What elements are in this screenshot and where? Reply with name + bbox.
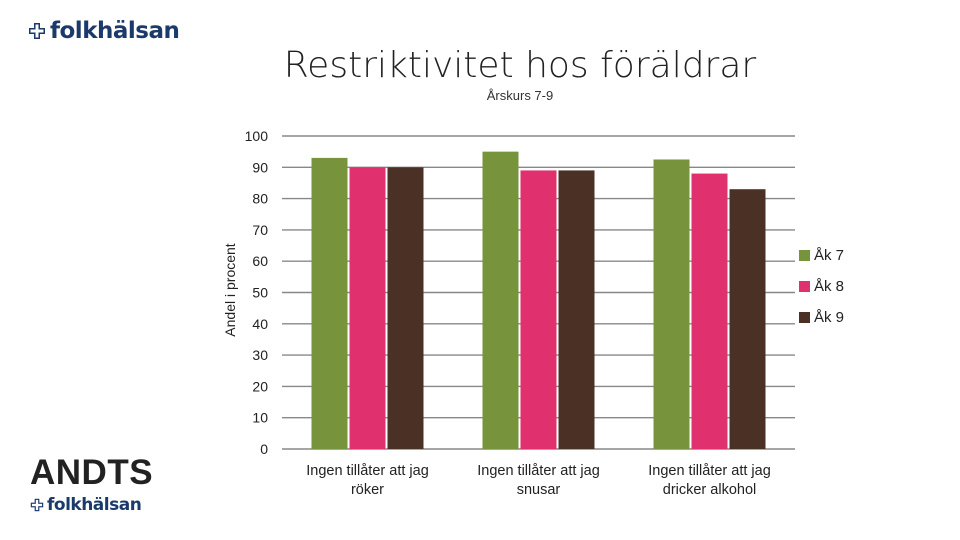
- y-tick-label: 0: [260, 441, 268, 457]
- bar: [349, 167, 386, 450]
- brand-name-bottom: folkhälsan: [47, 495, 142, 515]
- y-tick-label: 10: [252, 410, 268, 426]
- legend-label: Åk 9: [814, 309, 844, 326]
- y-tick-label: 20: [252, 378, 268, 394]
- legend-swatch: [799, 312, 810, 323]
- y-tick-label: 80: [252, 191, 268, 207]
- folkhalsan-logo-top: folkhälsan: [28, 18, 180, 44]
- chart-title: Restriktivitet hos föräldrar: [283, 45, 757, 86]
- x-tick-label: Ingen tillåter att jag: [648, 463, 771, 479]
- cross-logo-icon-small: [30, 498, 44, 512]
- y-tick-label: 50: [252, 285, 268, 301]
- chart-subtitle: Årskurs 7-9: [486, 88, 554, 103]
- bar: [482, 151, 519, 449]
- bar: [558, 170, 595, 449]
- x-tick-label: dricker alkohol: [663, 482, 757, 498]
- bar: [653, 159, 690, 449]
- y-tick-label: 30: [252, 347, 268, 363]
- y-axis-label: Andel i procent: [222, 243, 238, 337]
- bar: [729, 189, 766, 449]
- x-tick-label: snusar: [517, 482, 561, 498]
- legend-swatch: [799, 250, 810, 261]
- x-tick-label: röker: [351, 482, 384, 498]
- legend-label: Åk 8: [814, 278, 844, 295]
- bar: [691, 173, 728, 449]
- y-tick-label: 100: [245, 128, 269, 144]
- bar: [387, 167, 424, 450]
- legend-label: Åk 7: [814, 247, 844, 264]
- y-tick-label: 90: [252, 159, 268, 175]
- brand-name: folkhälsan: [50, 18, 180, 44]
- bar: [311, 157, 348, 449]
- y-tick-label: 70: [252, 222, 268, 238]
- x-tick-label: Ingen tillåter att jag: [477, 463, 600, 479]
- bar: [520, 170, 557, 449]
- y-tick-label: 40: [252, 316, 268, 332]
- y-tick-label: 60: [252, 253, 268, 269]
- andts-logo: ANDTS: [30, 453, 154, 492]
- bottom-logo: ANDTS folkhälsan: [30, 453, 153, 515]
- cross-logo-icon: [29, 23, 45, 39]
- legend-swatch: [799, 281, 810, 292]
- x-tick-label: Ingen tillåter att jag: [306, 463, 429, 479]
